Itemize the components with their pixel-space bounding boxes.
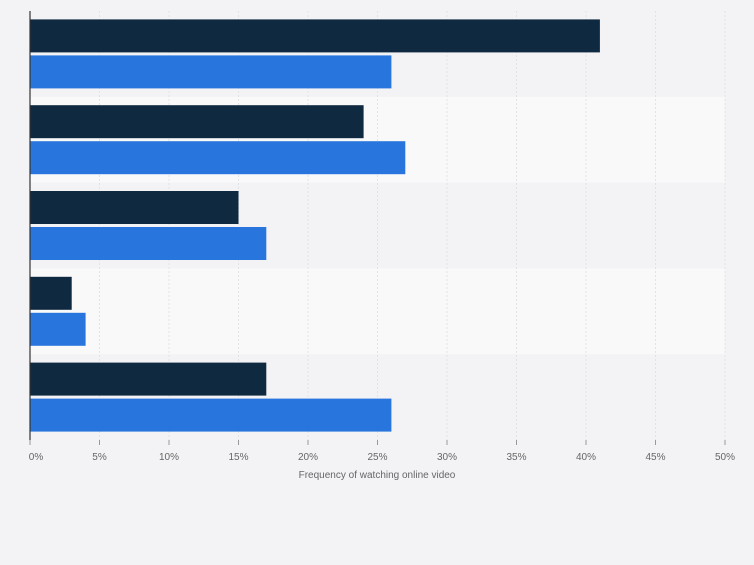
x-tick-label: 15% <box>228 452 248 463</box>
bar <box>30 312 86 346</box>
bar <box>30 227 267 260</box>
x-tick-label: 30% <box>437 452 457 463</box>
bar <box>30 276 72 310</box>
x-tick-label: 0% <box>29 452 44 463</box>
x-tick-label: 40% <box>576 452 596 463</box>
x-tick-label: 35% <box>506 452 526 463</box>
x-tick-label: 10% <box>159 452 179 463</box>
bar <box>30 55 392 89</box>
bar <box>30 141 406 175</box>
bar <box>30 105 364 139</box>
x-tick-label: 25% <box>367 452 387 463</box>
x-tick-labels: 0% 5% 10% 15% 20% 25% 30% 35% 40% 45% 50% <box>29 452 735 463</box>
x-tick-label: 5% <box>92 452 107 463</box>
x-axis-label: Frequency of watching online video <box>299 470 456 481</box>
x-tick-label: 50% <box>715 452 735 463</box>
bar <box>30 398 392 432</box>
x-tick-label: 20% <box>298 452 318 463</box>
bar <box>30 362 267 396</box>
bars <box>30 19 600 432</box>
x-tick-label: 45% <box>645 452 665 463</box>
bar <box>30 19 600 53</box>
bar <box>30 191 239 224</box>
